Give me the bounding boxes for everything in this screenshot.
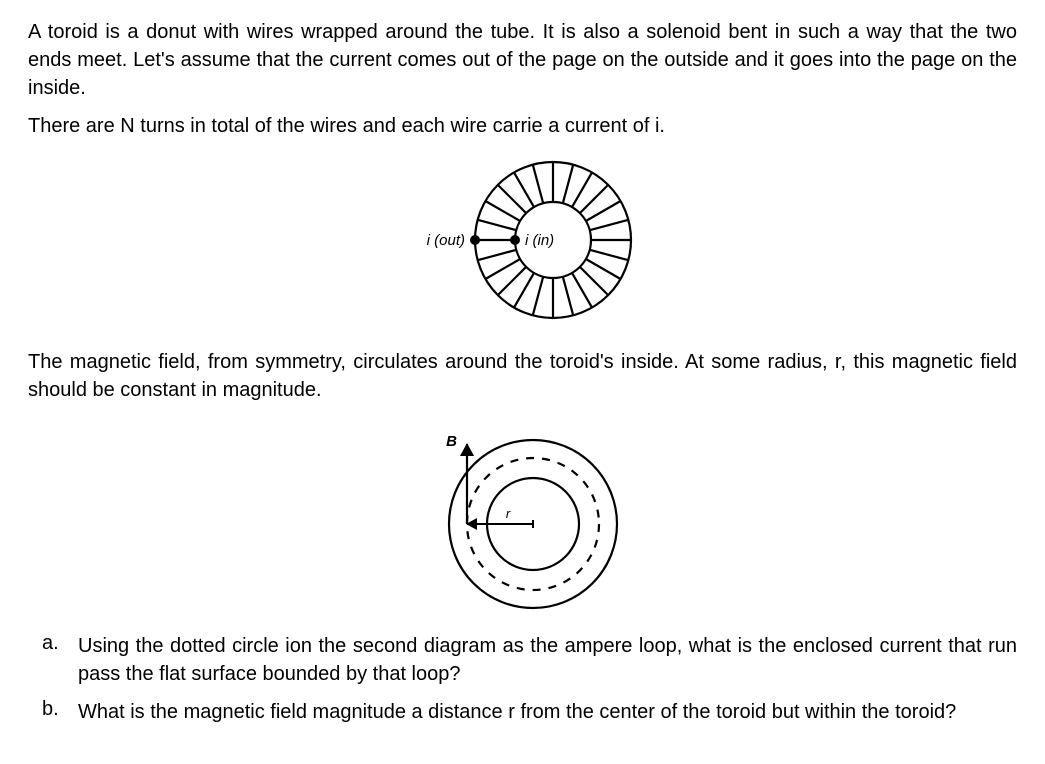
ampere-loop-svg: Br [403, 414, 643, 614]
question-text: Using the dotted circle ion the second d… [78, 632, 1017, 688]
paragraph-intro-2: There are N turns in total of the wires … [28, 112, 1017, 140]
question-marker: b. [28, 698, 78, 721]
figure-toroid-spokes: i (out) i (in) [28, 150, 1017, 330]
paragraph-field: The magnetic field, from symmetry, circu… [28, 348, 1017, 404]
figure-ampere-loop: Br [28, 414, 1017, 614]
toroid-spokes-svg: i (out) i (in) [373, 150, 673, 330]
question-list: a. Using the dotted circle ion the secon… [28, 632, 1017, 726]
question-a: a. Using the dotted circle ion the secon… [28, 632, 1017, 688]
question-marker: a. [28, 632, 78, 655]
question-b: b. What is the magnetic field magnitude … [28, 698, 1017, 726]
svg-text:B: B [446, 433, 457, 450]
question-text: What is the magnetic field magnitude a d… [78, 698, 1017, 726]
svg-text:i (in): i (in) [525, 232, 554, 249]
paragraph-intro-1: A toroid is a donut with wires wrapped a… [28, 18, 1017, 102]
svg-text:r: r [505, 506, 510, 521]
svg-text:i (out): i (out) [426, 232, 464, 249]
page-root: A toroid is a donut with wires wrapped a… [0, 0, 1045, 764]
